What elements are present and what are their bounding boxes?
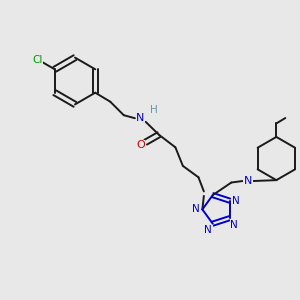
Text: N: N — [244, 176, 252, 186]
Text: N: N — [136, 113, 145, 123]
Text: N: N — [192, 204, 200, 214]
Text: Cl: Cl — [32, 55, 43, 64]
Text: N: N — [232, 196, 240, 206]
Text: N: N — [204, 225, 212, 235]
Text: H: H — [150, 105, 158, 115]
Text: O: O — [136, 140, 145, 150]
Text: N: N — [230, 220, 238, 230]
